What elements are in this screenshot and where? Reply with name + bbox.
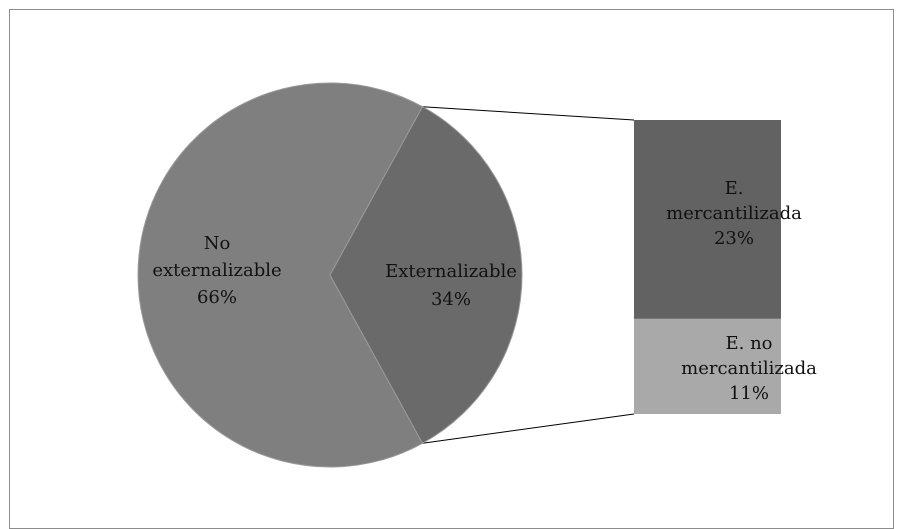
bar-of-pie-chart: No externalizable 66% Externalizable 34% E. me… xyxy=(137,82,817,468)
connector-lines xyxy=(422,106,635,444)
bar-label-e-mercantilizada: E. mercantilizada 23% xyxy=(666,178,802,249)
chart-frame: No externalizable 66% Externalizable 34% E. me… xyxy=(9,9,894,529)
connector-line-bottom xyxy=(422,413,635,444)
pie-label-externalizable: Externalizable 34% xyxy=(385,261,517,310)
pie-slice-externalizable xyxy=(329,106,523,444)
bar-label-e-no-mercantilizada: E. no mercantilizada 11% xyxy=(681,333,817,404)
pie xyxy=(137,82,523,468)
pie-label-no-externalizable: No externalizable 66% xyxy=(152,233,281,308)
pie-slice-no-externalizable xyxy=(137,82,424,468)
bar-segment-e-no-mercantilizada xyxy=(634,318,781,414)
connector-line-top xyxy=(422,106,635,121)
data-labels: No externalizable 66% Externalizable 34% E. me… xyxy=(152,178,817,404)
stacked-bar xyxy=(634,120,781,414)
bar-segment-e-mercantilizada xyxy=(634,120,781,319)
